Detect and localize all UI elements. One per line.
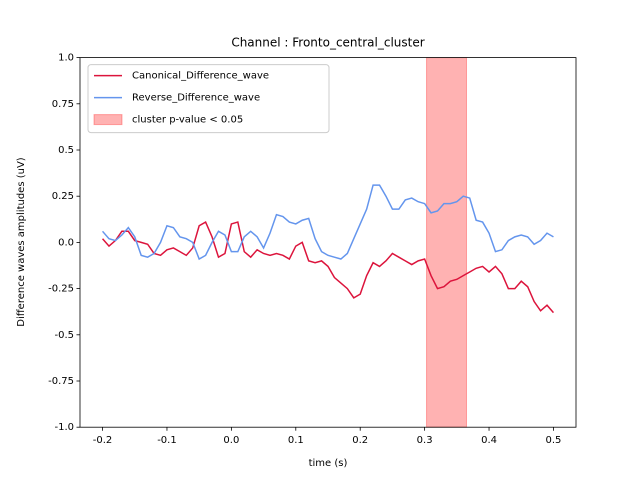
x-axis-label: time (s) — [309, 458, 348, 469]
y-tick-label: -0.25 — [48, 284, 74, 295]
y-tick-label: 1.0 — [58, 53, 74, 64]
axes-frame — [79, 57, 577, 428]
y-tick-label: 0.5 — [58, 145, 74, 156]
line-series — [101, 184, 554, 261]
chart-title: Channel : Fronto_central_cluster — [231, 36, 424, 50]
legend-box — [87, 64, 330, 134]
line-series — [101, 221, 555, 314]
y-tick-label: 0.0 — [58, 237, 74, 248]
x-tick-label: 0.1 — [288, 435, 304, 446]
y-tick-label: -0.75 — [48, 376, 74, 387]
y-tick-label: 0.75 — [52, 99, 74, 110]
legend-label: Canonical_Difference_wave — [132, 71, 269, 82]
y-tick-label: -1.0 — [54, 422, 74, 433]
x-tick-label: 0.2 — [352, 435, 368, 446]
x-tick-label: 0.4 — [481, 435, 497, 446]
x-tick-label: -0.2 — [93, 435, 113, 446]
shaded-region — [426, 57, 467, 428]
x-tick-label: 0.0 — [223, 435, 239, 446]
x-tick-label: 0.5 — [546, 435, 562, 446]
legend-swatch — [93, 114, 123, 126]
y-tick-label: -0.5 — [54, 330, 74, 341]
y-axis-label: Difference waves amplitudes (uV) — [16, 157, 27, 326]
legend-label: cluster p-value < 0.05 — [132, 115, 243, 126]
y-tick-label: 0.25 — [52, 191, 74, 202]
x-tick-label: 0.3 — [417, 435, 433, 446]
legend-label: Reverse_Difference_wave — [132, 93, 260, 104]
x-tick-label: -0.1 — [157, 435, 177, 446]
